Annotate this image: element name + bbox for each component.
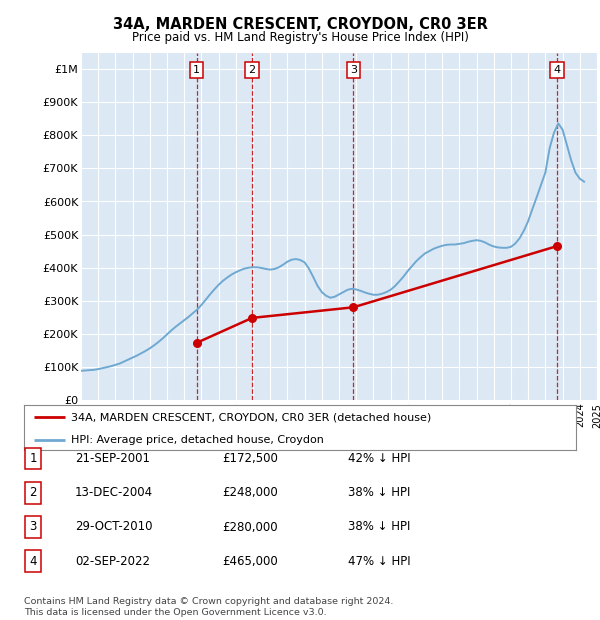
Text: Price paid vs. HM Land Registry's House Price Index (HPI): Price paid vs. HM Land Registry's House … — [131, 31, 469, 44]
Text: 1: 1 — [193, 65, 200, 75]
Point — [552, 241, 562, 251]
Text: 3: 3 — [350, 65, 357, 75]
Text: 21-SEP-2001: 21-SEP-2001 — [75, 453, 150, 465]
Text: HPI: Average price, detached house, Croydon: HPI: Average price, detached house, Croy… — [71, 435, 324, 445]
Point — [192, 338, 202, 348]
Text: 02-SEP-2022: 02-SEP-2022 — [75, 555, 150, 567]
Text: 38% ↓ HPI: 38% ↓ HPI — [348, 521, 410, 533]
Text: 2: 2 — [29, 487, 37, 499]
Text: £280,000: £280,000 — [222, 521, 278, 533]
Text: £172,500: £172,500 — [222, 453, 278, 465]
Text: 29-OCT-2010: 29-OCT-2010 — [75, 521, 152, 533]
Text: 34A, MARDEN CRESCENT, CROYDON, CR0 3ER: 34A, MARDEN CRESCENT, CROYDON, CR0 3ER — [113, 17, 487, 32]
Text: 38% ↓ HPI: 38% ↓ HPI — [348, 487, 410, 499]
Text: 13-DEC-2004: 13-DEC-2004 — [75, 487, 153, 499]
Text: Contains HM Land Registry data © Crown copyright and database right 2024.
This d: Contains HM Land Registry data © Crown c… — [24, 598, 394, 617]
Text: £248,000: £248,000 — [222, 487, 278, 499]
Point — [247, 313, 257, 323]
Point — [349, 303, 358, 312]
Text: 2: 2 — [248, 65, 256, 75]
Text: £465,000: £465,000 — [222, 555, 278, 567]
Text: 3: 3 — [29, 521, 37, 533]
Text: 42% ↓ HPI: 42% ↓ HPI — [348, 453, 410, 465]
Text: 4: 4 — [29, 555, 37, 567]
Text: 1: 1 — [29, 453, 37, 465]
Text: 34A, MARDEN CRESCENT, CROYDON, CR0 3ER (detached house): 34A, MARDEN CRESCENT, CROYDON, CR0 3ER (… — [71, 412, 431, 422]
Text: 47% ↓ HPI: 47% ↓ HPI — [348, 555, 410, 567]
Text: 4: 4 — [553, 65, 560, 75]
